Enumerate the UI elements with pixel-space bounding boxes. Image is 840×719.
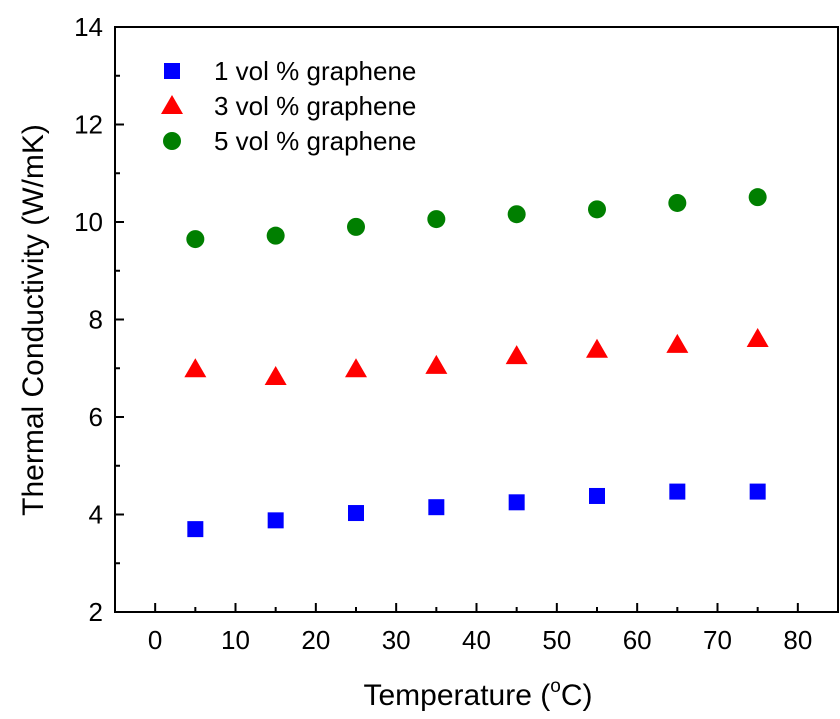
- y-tick-label: 6: [89, 402, 103, 432]
- data-point: [345, 358, 367, 378]
- data-point: [264, 366, 287, 386]
- y-tick-label: 12: [74, 110, 103, 140]
- data-point: [348, 505, 364, 522]
- y-axis: 2 4 6 8 10 12 14: [74, 12, 124, 627]
- y-tick-label: 8: [89, 305, 103, 335]
- data-point: [666, 333, 689, 353]
- legend-label: 3 vol % graphene: [214, 91, 416, 121]
- x-tick-label: 0: [148, 625, 162, 655]
- x-tick-label: 40: [462, 625, 491, 655]
- data-point: [187, 521, 204, 538]
- y-tick-label: 10: [74, 207, 103, 237]
- data-point: [507, 205, 526, 224]
- data-point: [508, 494, 525, 511]
- data-point: [748, 188, 767, 207]
- data-point: [668, 193, 687, 212]
- data-points: [184, 188, 769, 538]
- x-axis: 0 10 20 30 40 50 60 70 80: [114, 603, 812, 655]
- x-tick-label: 20: [301, 625, 330, 655]
- x-tick-label: 80: [783, 625, 812, 655]
- y-tick-label: 14: [74, 12, 103, 42]
- data-point: [586, 338, 608, 358]
- data-point: [267, 512, 284, 529]
- y-axis-label: Thermal Conductivity (W/mK): [17, 124, 50, 516]
- data-point: [427, 210, 446, 229]
- x-tick-label: 70: [703, 625, 732, 655]
- data-point: [505, 345, 528, 365]
- data-point: [425, 354, 448, 374]
- x-tick-label: 30: [382, 625, 411, 655]
- data-point: [266, 226, 285, 245]
- series-3: [186, 188, 767, 249]
- data-point: [588, 200, 606, 219]
- x-axis-label: Temperature (oC): [364, 676, 593, 712]
- data-point: [347, 217, 365, 236]
- data-point: [428, 499, 445, 516]
- data-point: [589, 487, 605, 504]
- x-tick-label: 60: [623, 625, 652, 655]
- y-tick-label: 2: [89, 597, 103, 627]
- legend-label: 1 vol % graphene: [214, 56, 416, 86]
- legend: 1 vol % graphene 3 vol % graphene 5 vol % …: [161, 56, 416, 156]
- series-1: [187, 483, 766, 538]
- legend-marker: [164, 63, 180, 79]
- data-point: [749, 483, 766, 500]
- data-point: [186, 230, 205, 249]
- series-2: [184, 328, 769, 386]
- data-point: [669, 483, 686, 500]
- data-point: [746, 328, 769, 347]
- x-tick-label: 10: [221, 625, 250, 655]
- y-tick-label: 4: [89, 500, 103, 530]
- legend-marker: [163, 132, 181, 150]
- x-tick-label: 50: [542, 625, 571, 655]
- legend-marker: [161, 95, 183, 114]
- legend-label: 5 vol % graphene: [214, 126, 416, 156]
- data-point: [184, 358, 207, 378]
